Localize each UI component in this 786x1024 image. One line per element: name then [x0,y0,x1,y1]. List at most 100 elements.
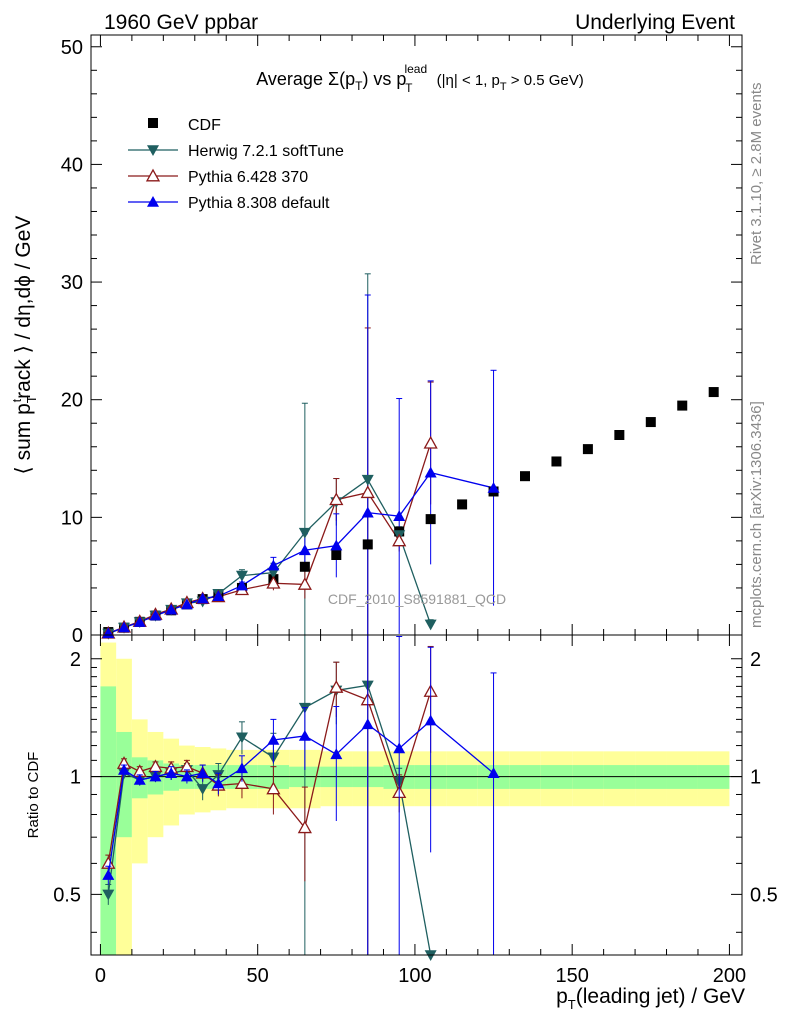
cdf-data-point [457,499,468,510]
y-tick-label: 10 [61,507,83,529]
ratio-y-axis-label: Ratio to CDF [25,752,42,839]
y-tick-label: 20 [61,390,83,412]
ratio-point-2 [267,734,280,745]
legend-label-1: Pythia 6.428 370 [188,169,308,186]
legend: CDF Herwig 7.2.1 softTune Pythia 6.428 370… [128,117,344,212]
analysis-watermark: CDF_2010_S8591881_QCD [328,591,506,607]
ratio-point-1 [329,680,344,693]
series-point-0 [298,527,311,539]
ratio-point-0 [424,950,437,961]
series-point-2 [298,544,311,556]
x-tick-label: 200 [713,965,746,987]
cdf-data-point [677,400,688,411]
series-line-2 [108,471,494,634]
ratio-point-2 [361,718,374,730]
ratio-point-2 [180,770,193,782]
x-tick-label: 50 [247,965,269,987]
ratio-point-1 [297,820,312,834]
x-tick-label: 150 [555,965,588,987]
series-point-2 [361,506,374,518]
cdf-data-point [425,514,436,525]
x-tick-label: 0 [95,965,106,987]
y-tick-label: 0 [72,625,83,647]
series-point-0 [361,474,374,486]
header-left: 1960 GeV ppbar [104,11,258,34]
legend-marker-0 [147,145,159,156]
series-point-2 [212,590,225,601]
ratio-point-2 [235,762,248,774]
ratio-point-2 [212,777,225,789]
series-point-0 [235,570,248,582]
ratio-line-2 [107,719,494,876]
cdf-data-point [362,539,373,550]
series-point-2 [149,609,162,621]
ratio-point-1 [266,781,281,795]
legend-label-0: Herwig 7.2.1 softTune [188,143,344,160]
ratio-y-tick-label-left: 2 [70,649,81,671]
ratio-point-0 [196,784,209,795]
ratio-point-2 [196,767,209,779]
series-point-1 [423,435,438,449]
legend-marker-cdf [148,118,158,128]
series-point-2 [424,466,437,478]
series-point-1 [297,577,312,590]
ratio-point-2 [393,742,406,754]
stat-uncertainty-band [116,731,132,838]
stat-uncertainty-band [100,686,117,955]
cdf-data-point [299,561,310,572]
ratio-point-0 [235,732,248,744]
ratio-point-0 [102,889,115,901]
y-tick-label: 40 [61,154,83,176]
series-point-2 [118,621,131,633]
mcplots-label: mcplots.cern.ch [arXiv:1306.3436] [748,401,765,628]
y-tick-label: 50 [61,37,83,59]
series-point-1 [392,533,407,547]
series-point-1 [329,492,344,506]
cdf-data-point [551,456,562,467]
ratio-point-1 [234,776,250,789]
series-point-2 [267,559,280,571]
ratio-y-tick-label-right: 2 [750,649,761,671]
cdf-data-point [614,430,625,440]
ratio-point-2 [330,748,343,760]
cdf-data-point [582,444,593,455]
ratio-y-tick-label-left: 1 [70,767,81,789]
legend-label-cdf: CDF [188,117,221,134]
cdf-data-point [520,471,530,482]
x-tick-label: 100 [398,965,431,987]
series-point-1 [360,485,375,499]
ratio-point-2 [298,729,311,741]
cdf-data-point [645,417,656,428]
x-axis-label: pT(leading jet) / GeV [556,985,745,1012]
series-point-1 [266,575,281,589]
series-point-2 [393,510,406,521]
ratio-panel-frame [90,634,743,956]
ratio-point-2 [133,773,146,785]
ratio-y-tick-label-left: 0.5 [53,884,81,906]
ratio-point-2 [102,869,115,880]
cdf-data-point [708,387,719,398]
legend-label-2: Pythia 8.308 default [188,195,330,212]
series-point-2 [330,539,343,551]
cdf-data-point [331,550,342,560]
ratio-point-2 [149,770,162,782]
series-point-0 [267,567,280,579]
ratio-point-2 [424,714,437,726]
series-point-2 [133,616,146,627]
series-point-2 [180,598,193,610]
ratio-point-2 [118,763,131,775]
ratio-point-2 [487,767,500,779]
legend-marker-1 [145,168,161,182]
series-point-2 [235,579,248,591]
legend-marker-2 [147,196,159,207]
ratio-y-tick-label-right: 0.5 [750,884,778,906]
plot-title: Average Σ(pT) vs plead T (|η| < 1, pT > 0… [256,62,584,95]
rivet-label: Rivet 3.1.10, ≥ 2.8M events [748,83,765,266]
y-tick-label: 30 [61,272,83,294]
series-point-0 [424,619,437,631]
ratio-y-tick-label-right: 1 [750,767,761,789]
series-point-2 [196,592,209,604]
ratio-point-2 [165,767,178,779]
header-right: Underlying Event [575,11,735,34]
